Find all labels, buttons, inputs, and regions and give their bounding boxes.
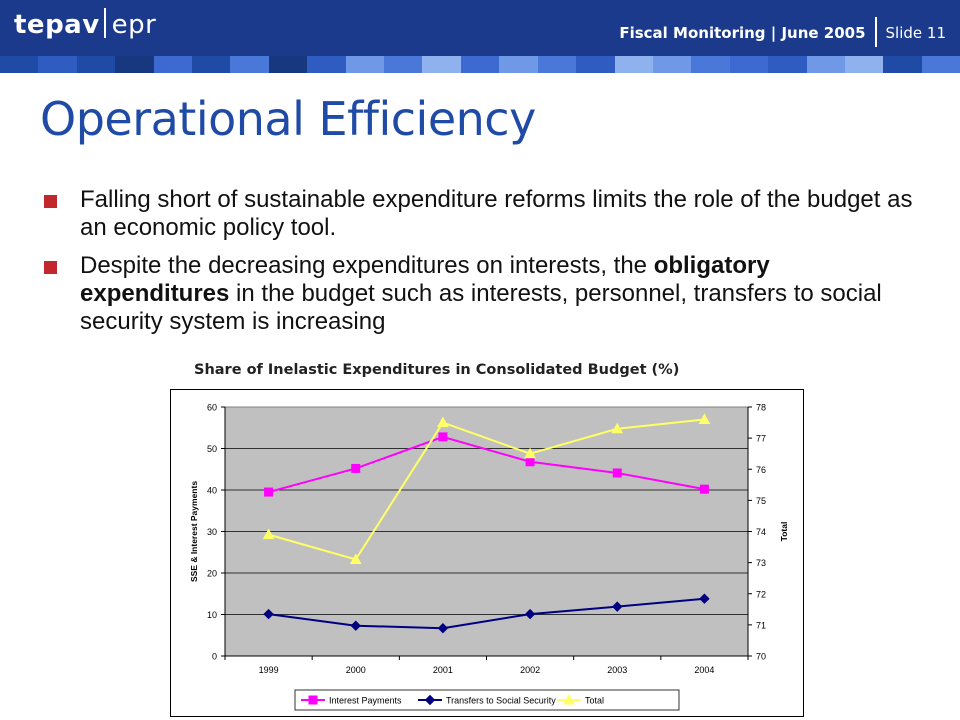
data-point-1 xyxy=(351,463,361,473)
bullet-square-icon xyxy=(44,261,57,274)
header-info: Fiscal Monitoring | June 2005 Slide 11 xyxy=(619,17,946,47)
y2-tick-label: 73 xyxy=(756,558,766,568)
stripe-segment xyxy=(345,56,385,73)
header-bar: tepav epr Fiscal Monitoring | June 2005 Sl… xyxy=(0,0,960,56)
line-chart: 0 10 20 30 40 50 60 70 71 72 73 74 75 76 77 78 1999 2000 2… xyxy=(170,389,804,717)
stripe-segment xyxy=(537,56,577,73)
y-tick-label: 30 xyxy=(207,527,217,537)
x-tick-label: 2001 xyxy=(433,665,453,675)
data-point-2 xyxy=(524,608,536,620)
bullet-text-2-pre: Despite the decreasing expenditures on i… xyxy=(80,252,654,279)
decorative-stripe xyxy=(0,56,960,73)
series-line-1 xyxy=(268,435,705,494)
data-point-3 xyxy=(611,422,624,434)
stripe-segment xyxy=(268,56,308,73)
legend-label: Interest Payments xyxy=(329,696,402,706)
bullet-item: Despite the decreasing expenditures on i… xyxy=(42,252,922,336)
legend-box xyxy=(294,689,680,711)
stripe-segment xyxy=(76,56,116,73)
stripe-segment xyxy=(768,56,807,73)
page-title: Operational Efficiency xyxy=(40,92,536,146)
x-tick-label: 2004 xyxy=(694,665,714,675)
y2-axis-label: Total xyxy=(779,522,789,542)
stripe-segment xyxy=(192,56,231,73)
data-point-1 xyxy=(438,432,448,442)
bullet-square-icon xyxy=(44,195,57,208)
stripe-segment xyxy=(691,56,730,73)
data-point-2 xyxy=(263,608,274,620)
stripe-segment xyxy=(844,56,884,73)
y2-tick-label: 75 xyxy=(756,496,766,506)
legend-marker xyxy=(563,693,575,705)
x-tick-label: 1999 xyxy=(259,665,279,675)
y-tick-label: 20 xyxy=(207,569,217,579)
stripe-segment xyxy=(652,56,692,73)
chart-title: Share of Inelastic Expenditures in Conso… xyxy=(194,362,680,378)
bullet-text-1: Falling short of sustainable expenditure… xyxy=(80,186,913,241)
data-point-3 xyxy=(262,528,275,540)
logo-epr: epr xyxy=(111,10,157,40)
y-axis-label: SSE & Interest Payments xyxy=(189,481,199,582)
stripe-segment xyxy=(422,56,461,73)
y2-tick-label: 72 xyxy=(756,589,766,599)
y2-tick-label: 77 xyxy=(756,434,766,444)
y-tick-label: 60 xyxy=(207,403,217,413)
bullet-text-2-bold: obligatory expenditures xyxy=(80,252,770,307)
stripe-segment xyxy=(230,56,269,73)
data-point-2 xyxy=(437,622,449,634)
y-tick-label: 50 xyxy=(207,444,217,454)
stripe-segment xyxy=(384,56,423,73)
legend-marker xyxy=(424,694,436,706)
stripe-segment xyxy=(576,56,615,73)
data-point-3 xyxy=(524,447,536,459)
legend-marker xyxy=(308,695,318,705)
slide-number: Slide 11 xyxy=(885,24,946,42)
data-point-3 xyxy=(349,553,362,565)
y-tick-label: 0 xyxy=(212,652,217,662)
x-tick-label: 2003 xyxy=(607,665,627,675)
stripe-segment xyxy=(921,56,960,73)
x-tick-label: 2002 xyxy=(520,665,540,675)
data-point-2 xyxy=(612,601,623,612)
stripe-segment xyxy=(115,56,154,73)
bullet-list: Falling short of sustainable expenditure… xyxy=(42,186,922,346)
y-tick-label: 10 xyxy=(207,610,217,620)
series-line-2 xyxy=(268,597,705,630)
y2-tick-label: 70 xyxy=(756,652,766,662)
stripe-segment xyxy=(460,56,500,73)
stripe-segment xyxy=(883,56,922,73)
y2-tick-label: 76 xyxy=(756,465,766,475)
legend-label: Total xyxy=(585,696,604,706)
header-divider xyxy=(874,17,877,47)
series-line-3 xyxy=(268,418,705,561)
x-tick-label: 2000 xyxy=(346,665,366,675)
y-tick-label: 40 xyxy=(207,486,217,496)
data-point-1 xyxy=(699,484,709,494)
stripe-segment xyxy=(729,56,769,73)
data-point-3 xyxy=(437,416,449,428)
stripe-segment xyxy=(499,56,538,73)
legend-label: Transfers to Social Security xyxy=(446,696,556,706)
presentation-subtitle: Fiscal Monitoring | June 2005 xyxy=(619,24,866,42)
data-point-2 xyxy=(699,593,710,604)
data-point-2 xyxy=(350,620,361,631)
y2-tick-label: 71 xyxy=(756,620,766,630)
data-point-3 xyxy=(698,413,711,424)
y2-tick-label: 74 xyxy=(756,527,766,537)
data-point-1 xyxy=(612,468,622,478)
stripe-segment xyxy=(38,56,77,73)
bullet-item: Falling short of sustainable expenditure… xyxy=(42,186,922,242)
logo: tepav epr xyxy=(14,8,156,40)
stripe-segment xyxy=(614,56,653,73)
data-point-1 xyxy=(525,457,535,467)
bullet-text-2-post: in the budget such as interests, personn… xyxy=(80,280,882,335)
logo-divider xyxy=(103,8,106,38)
stripe-segment xyxy=(0,56,39,73)
y2-tick-label: 78 xyxy=(756,403,766,413)
logo-tepav: tepav xyxy=(14,10,100,40)
stripe-segment xyxy=(153,56,193,73)
data-point-1 xyxy=(264,487,274,497)
stripe-segment xyxy=(806,56,845,73)
stripe-segment xyxy=(307,56,346,73)
